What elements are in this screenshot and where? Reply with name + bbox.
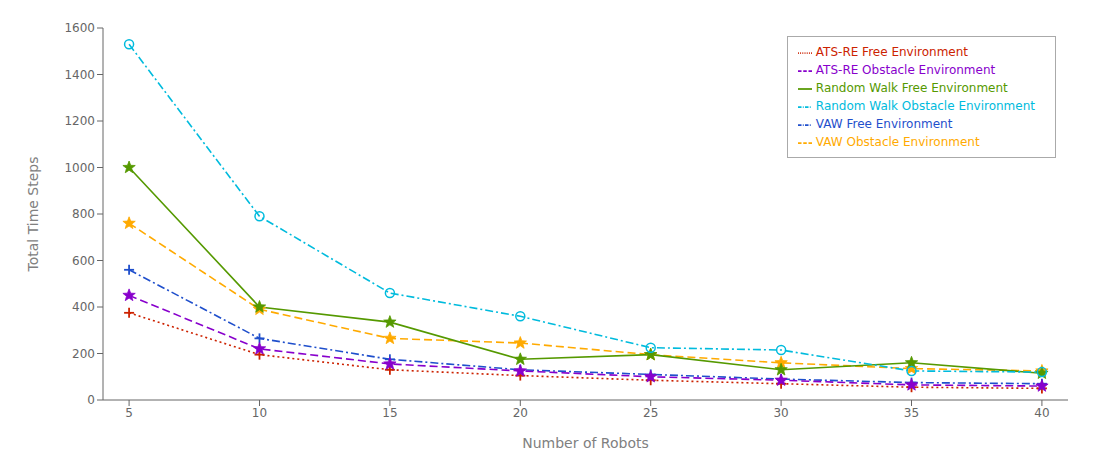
svg-text:0: 0 (87, 393, 95, 407)
svg-text:600: 600 (72, 254, 95, 268)
svg-text:25: 25 (643, 406, 658, 420)
svg-text:1000: 1000 (64, 161, 95, 175)
svg-text:1400: 1400 (64, 68, 95, 82)
svg-text:800: 800 (72, 207, 95, 221)
svg-text:1200: 1200 (64, 114, 95, 128)
html-text:VAW Free Environment: VAW Free Environment (815, 117, 953, 131)
svg-text:Number of Robots: Number of Robots (522, 435, 649, 451)
svg-text:35: 35 (904, 406, 919, 420)
svg-text:5: 5 (125, 406, 133, 420)
svg-text:15: 15 (382, 406, 397, 420)
svg-text:Total Time Steps: Total Time Steps (25, 156, 41, 272)
svg-text:200: 200 (72, 347, 95, 361)
html-text:Random Walk Free Environment: Random Walk Free Environment (815, 81, 1008, 95)
svg-text:400: 400 (72, 300, 95, 314)
svg-text:30: 30 (773, 406, 788, 420)
html-text:Random Walk Obstacle Environme: Random Walk Obstacle Environment (815, 99, 1035, 113)
svg-text:40: 40 (1034, 406, 1049, 420)
svg-text:1600: 1600 (64, 21, 95, 35)
svg-text:20: 20 (513, 406, 528, 420)
html-text:ATS-RE Obstacle Environment: ATS-RE Obstacle Environment (815, 63, 996, 77)
svg-text:10: 10 (252, 406, 267, 420)
html-text:ATS-RE Free Environment: ATS-RE Free Environment (815, 45, 968, 59)
html-text:VAW Obstacle Environment: VAW Obstacle Environment (815, 135, 980, 149)
